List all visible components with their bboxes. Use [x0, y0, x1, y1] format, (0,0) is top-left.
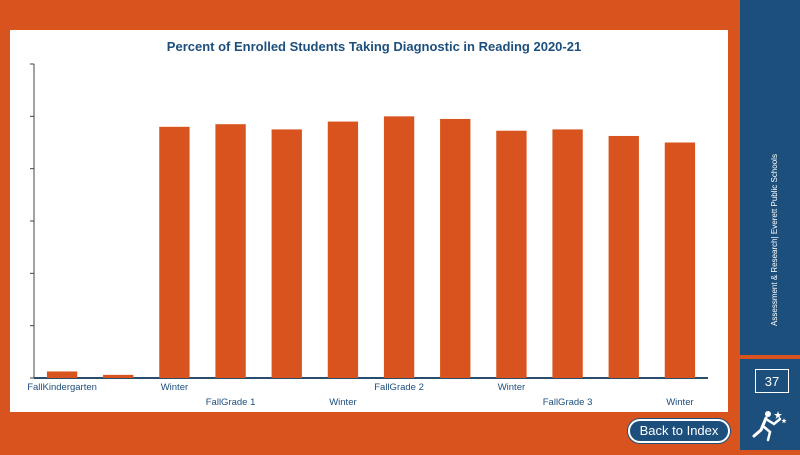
bar: [608, 135, 639, 378]
x-tick-label: Winter: [161, 382, 188, 393]
bar: [159, 126, 190, 378]
bar: [327, 121, 359, 379]
x-tick-label: Winter: [498, 382, 525, 393]
x-tick-label: FallKindergarten: [27, 382, 97, 393]
back-to-index-button[interactable]: Back to Index: [628, 419, 730, 443]
runner-logo-icon: [752, 411, 787, 442]
page-number: 37: [755, 369, 789, 393]
x-tick-label: FallGrade 1: [206, 397, 256, 408]
bar: [103, 374, 134, 378]
x-tick-label: Winter: [666, 397, 693, 408]
x-tick-label: FallGrade 2: [374, 382, 424, 393]
bar: [552, 129, 583, 378]
bar: [664, 142, 696, 378]
bar: [496, 130, 527, 378]
bar: [383, 116, 415, 378]
sidebar-divider: [740, 355, 800, 359]
bar-chart: Percent of Enrolled Students Taking Diag…: [27, 39, 708, 408]
sidebar: [740, 0, 800, 450]
sidebar-footer-text: Assessment & Research| Everett Public Sc…: [770, 154, 779, 326]
bar: [46, 371, 78, 378]
bar: [271, 129, 302, 378]
x-tick-label: FallGrade 3: [543, 397, 593, 408]
x-tick-label: Winter: [329, 397, 356, 408]
school-logo: [740, 402, 800, 450]
chart-panel: Percent of Enrolled Students Taking Diag…: [10, 30, 728, 412]
bar: [440, 118, 471, 378]
chart-title: Percent of Enrolled Students Taking Diag…: [167, 39, 581, 54]
bar: [215, 124, 246, 378]
